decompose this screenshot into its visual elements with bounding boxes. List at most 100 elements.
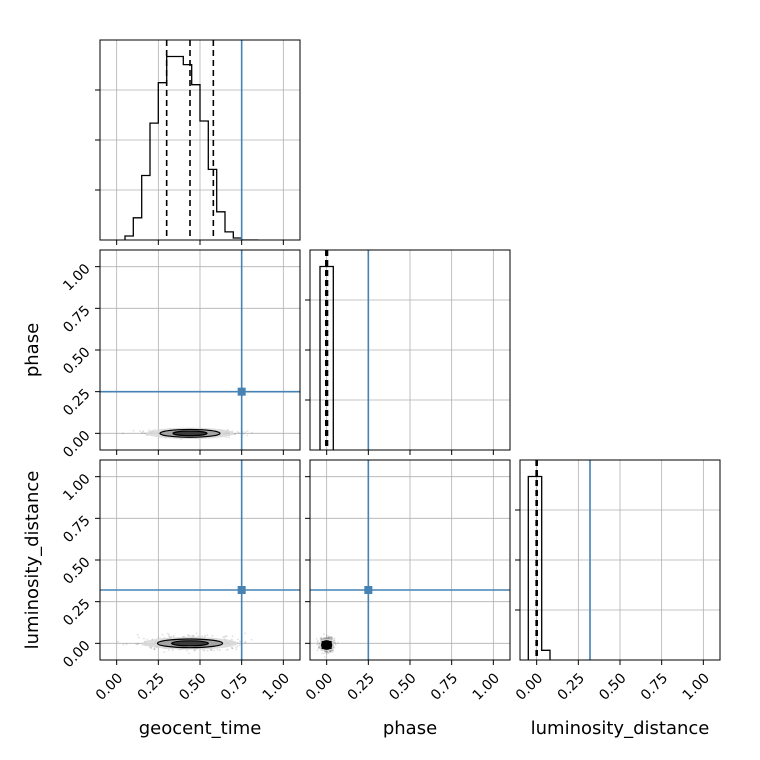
sample-point (122, 643, 125, 646)
sample-point (331, 651, 333, 654)
sample-point (316, 643, 319, 646)
sample-point (231, 647, 234, 650)
scatter-panel-geocent_time-phase: 0.00 0.25 0.50 0.75 1.00 (60, 249, 301, 461)
sample-point (188, 652, 191, 655)
sample-point (328, 637, 331, 639)
sample-point (168, 635, 171, 637)
y-tick-label: 1.00 (60, 471, 93, 504)
sample-point (168, 633, 170, 636)
sample-point (225, 649, 228, 651)
sample-point (334, 642, 337, 644)
sample-point (244, 640, 247, 643)
y-tick-label: 0.00 (60, 638, 93, 671)
sample-point (327, 635, 330, 638)
sample-point (320, 638, 323, 640)
sample-point (236, 431, 239, 433)
sample-point (150, 647, 153, 650)
sample-point (142, 430, 145, 432)
sample-point (231, 635, 234, 637)
y-tick-label: 0.50 (60, 554, 93, 587)
x-tick-label: 0.00 (303, 670, 336, 703)
sample-point (328, 636, 331, 639)
x-tick-label: 0.75 (218, 670, 251, 703)
sample-point (329, 650, 332, 653)
sample-point (139, 430, 142, 433)
scatter-panel-geocent_time-luminosity_distance: 0.00 0.25 0.50 0.75 1.000.000.250.500.751.00 (60, 459, 301, 704)
sample-point (148, 429, 151, 432)
histogram-luminosity_distance (527, 475, 551, 660)
y-tick-label: 0.75 (60, 303, 93, 336)
x-tick-label: 0.50 (386, 670, 419, 703)
y-axis-label-luminosity_distance: luminosity_distance (22, 471, 43, 650)
sample-point (334, 641, 336, 644)
sample-point (334, 643, 337, 646)
y-tick-label: 0.75 (60, 513, 93, 546)
sample-point (141, 431, 144, 433)
sample-point (171, 649, 174, 652)
sample-point (186, 649, 188, 652)
sample-point (163, 651, 166, 653)
sample-point (153, 647, 156, 650)
x-tick-label: 0.00 (93, 670, 126, 703)
sample-point (201, 635, 204, 638)
sample-point (320, 638, 323, 641)
sample-point (325, 637, 327, 639)
sample-point (187, 634, 190, 637)
sample-point (168, 636, 171, 638)
x-axis-label-luminosity_distance: luminosity_distance (531, 718, 710, 739)
sample-point (236, 645, 239, 648)
sample-point (242, 433, 245, 435)
sample-point (315, 638, 318, 640)
sample-point (246, 430, 249, 433)
truth-marker (364, 586, 373, 594)
sample-point (225, 436, 228, 438)
sample-point (121, 432, 124, 435)
panel-content (100, 250, 300, 450)
sample-point (324, 651, 327, 654)
y-tick-label: 1.00 (60, 261, 93, 294)
sample-point (331, 636, 333, 638)
histogram-geocent_time (124, 55, 259, 240)
truth-marker (237, 586, 246, 594)
sample-point (143, 637, 145, 640)
sample-point (225, 635, 228, 637)
sample-point (321, 638, 324, 640)
sample-point (149, 646, 152, 649)
sample-point (325, 636, 328, 639)
x-tick-label: 1.00 (680, 670, 713, 703)
sample-point (197, 635, 200, 638)
sample-point (331, 637, 334, 640)
sample-point (204, 634, 207, 637)
sample-point (323, 656, 326, 658)
sample-point (233, 433, 236, 436)
x-axis-label-phase: phase (383, 718, 437, 739)
panel-content (100, 460, 300, 660)
sample-point (317, 647, 320, 649)
sample-point (180, 438, 183, 441)
sample-point (161, 633, 164, 636)
sample-point (193, 649, 196, 652)
panel-content (100, 40, 300, 240)
sample-point (326, 637, 328, 640)
sample-point (231, 646, 233, 649)
sample-point (238, 640, 241, 643)
sample-point (238, 644, 241, 647)
sample-point (333, 639, 335, 642)
sample-point (223, 636, 226, 638)
sample-point (319, 638, 322, 641)
histogram-panel-phase (305, 249, 511, 455)
sample-point (224, 635, 227, 638)
histogram-panel-geocent_time (95, 39, 301, 245)
sample-point (329, 650, 332, 653)
sample-point (211, 634, 214, 637)
sample-point (329, 650, 332, 653)
sample-point (329, 635, 332, 638)
x-tick-label: 0.75 (428, 670, 461, 703)
x-tick-label: 0.75 (638, 670, 671, 703)
sample-point (326, 651, 329, 653)
panel-content (310, 250, 510, 450)
x-tick-label: 1.00 (260, 670, 293, 703)
sample-point (320, 636, 322, 639)
sample-point (234, 646, 237, 649)
